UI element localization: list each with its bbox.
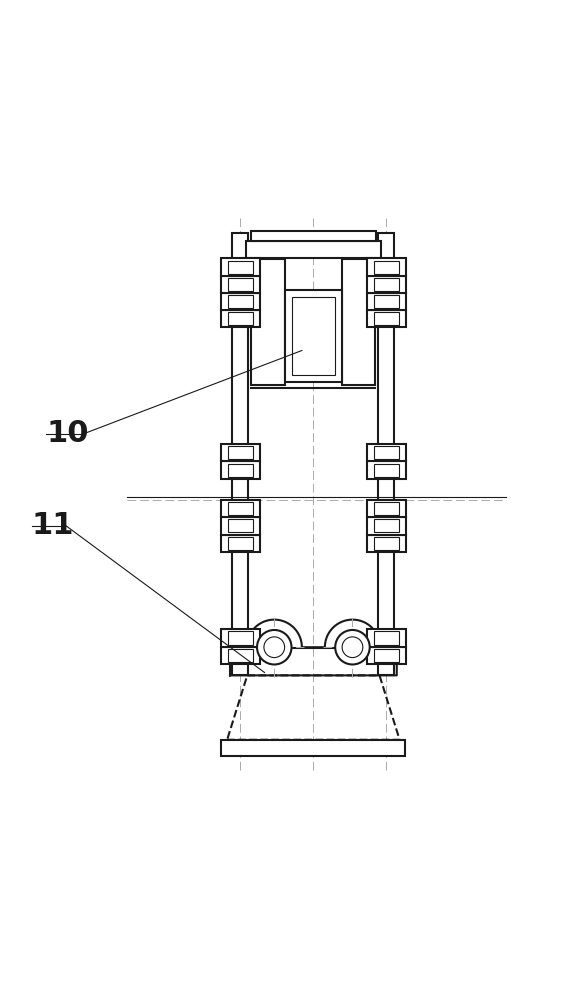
Bar [228,446,253,459]
Circle shape [257,630,292,664]
Bar [221,276,260,293]
Bar [221,461,260,479]
Bar [221,647,260,664]
Bar [221,629,260,647]
Bar [342,258,375,385]
Bar [367,647,406,664]
Bar [374,502,399,515]
Bar [367,629,406,647]
Bar [285,290,342,382]
Circle shape [342,637,363,658]
Bar [374,261,399,274]
Bar [228,631,253,645]
Bar [374,464,399,477]
Bar [228,295,253,308]
Bar [374,649,399,662]
Bar [367,517,406,534]
Bar [251,231,376,241]
Bar [221,534,260,552]
Bar [367,258,406,276]
Bar [374,537,399,550]
Bar [292,297,335,375]
Bar [367,461,406,479]
Bar [374,295,399,308]
Text: 10: 10 [46,419,89,448]
Circle shape [264,637,285,658]
Bar [374,446,399,459]
Bar [228,261,253,274]
Bar [374,312,399,325]
Bar [374,519,399,532]
Bar [367,500,406,517]
Bar [374,631,399,645]
Bar [221,310,260,327]
Bar [221,740,405,756]
Bar [228,278,253,291]
Bar [228,312,253,325]
Bar [251,258,285,385]
Bar [374,278,399,291]
Bar [378,233,394,675]
Bar [228,537,253,550]
Bar [367,444,406,461]
Bar [221,444,260,461]
Bar [367,534,406,552]
Circle shape [335,630,370,664]
Bar [367,276,406,293]
Bar [228,502,253,515]
Bar [221,500,260,517]
Bar [221,258,260,276]
Bar [228,464,253,477]
Bar [246,241,381,258]
Bar [232,233,248,675]
Bar [221,517,260,534]
Text: 11: 11 [32,511,74,540]
Bar [367,293,406,310]
Bar [367,310,406,327]
Bar [221,293,260,310]
Bar [228,519,253,532]
Bar [228,649,253,662]
